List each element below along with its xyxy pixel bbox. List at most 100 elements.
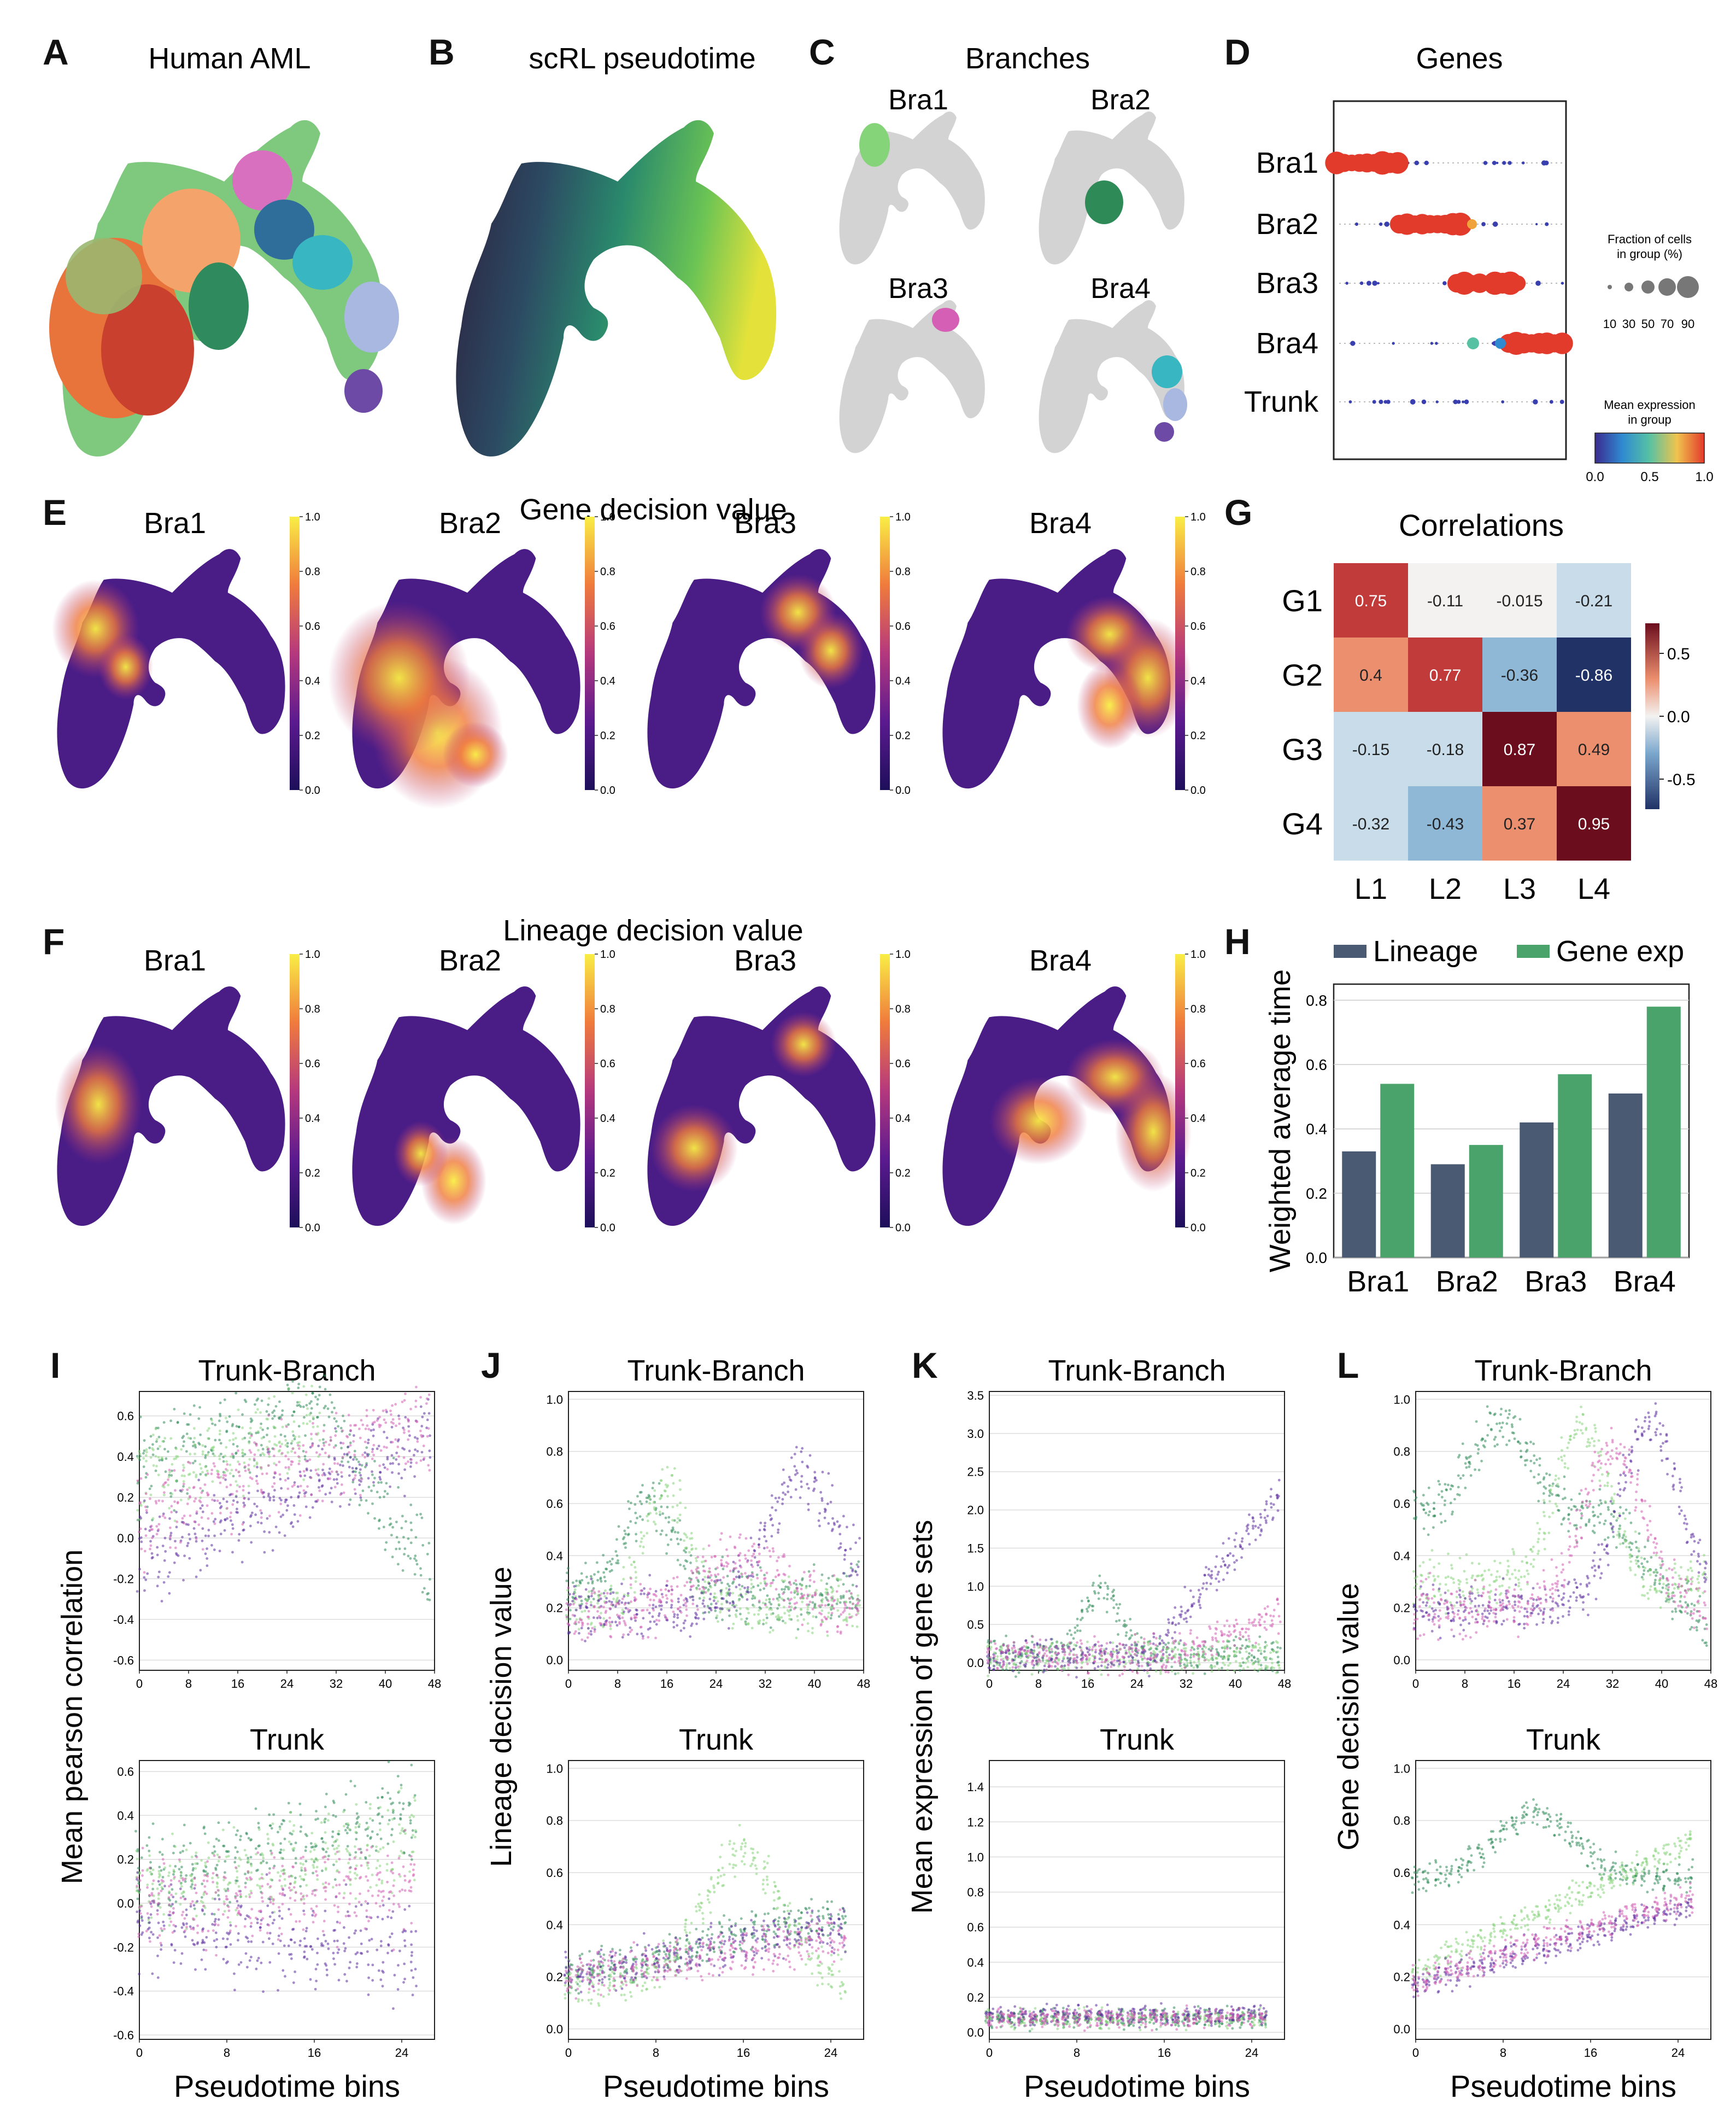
cluster-olive	[66, 238, 142, 314]
scatter-point	[326, 1974, 329, 1976]
scatter-point	[397, 1964, 400, 1967]
scatter-point	[197, 1523, 201, 1527]
scatter-point	[685, 1962, 689, 1965]
dotplot-dot	[1372, 280, 1377, 286]
scatter-point	[172, 1851, 175, 1855]
scatter-frame	[568, 1760, 864, 2040]
scatter-point	[290, 1496, 293, 1499]
scatter-point	[384, 1408, 388, 1412]
scatter-point	[409, 1504, 413, 1506]
hotspot	[55, 1044, 142, 1165]
scatter-point	[380, 1481, 383, 1484]
scatter-point	[701, 1560, 703, 1564]
scatter-point	[714, 1606, 717, 1610]
scatter-point	[370, 1938, 373, 1941]
scatter-point	[329, 1439, 332, 1442]
scatter-point	[181, 1469, 185, 1472]
scatter-point	[414, 1968, 417, 1970]
heatmap-cell-label: 0.75	[1355, 592, 1387, 610]
scatter-point	[585, 1575, 588, 1578]
scatter-point	[659, 1479, 662, 1482]
scatter-point	[787, 1485, 789, 1488]
scatter-point	[634, 1571, 637, 1574]
scatter-point	[372, 1428, 375, 1431]
scatter-point	[626, 1608, 630, 1611]
scatter-point	[388, 1818, 391, 1822]
scatter-point	[632, 1962, 635, 1966]
scatter-point	[196, 1924, 199, 1927]
scatter-point	[193, 1436, 196, 1440]
scatter-point	[805, 1586, 808, 1589]
scatter-point	[679, 1611, 683, 1614]
scatter-point	[565, 1966, 568, 1969]
scatter-point	[204, 1864, 207, 1867]
scatter-point	[408, 1449, 411, 1453]
scatter-point	[684, 1922, 687, 1926]
scatter-point	[824, 1604, 827, 1607]
scatter-point	[625, 1972, 629, 1975]
scatter-point	[344, 1793, 348, 1796]
scatter-point	[312, 1845, 315, 1849]
scatter-point	[303, 1474, 307, 1477]
scatter-point	[782, 1605, 785, 1609]
scatter-point	[781, 1498, 784, 1501]
scatter-point	[849, 1592, 853, 1595]
scatter-point	[840, 1596, 843, 1600]
scatter-point	[585, 1606, 588, 1609]
scatter-point	[667, 1589, 670, 1593]
scatter-point	[279, 1499, 283, 1502]
scatter-point	[848, 1616, 851, 1619]
colorbar-tick-label: 0.4	[600, 675, 615, 687]
scatter-point	[423, 1457, 426, 1460]
scatter-point	[426, 1598, 429, 1601]
scatter-point	[602, 1984, 606, 1987]
scatter-point	[659, 1533, 662, 1536]
scatter-point	[407, 1537, 410, 1540]
scatter-point	[679, 1969, 682, 1973]
dotplot-dot	[1453, 399, 1458, 405]
scatter-point	[167, 1476, 171, 1478]
scatter-point	[213, 1845, 216, 1848]
scatter-point	[622, 1957, 625, 1960]
scatter-point	[206, 1880, 209, 1882]
scatter-point	[138, 1909, 142, 1913]
scatter-point	[606, 1561, 609, 1564]
scatter-point	[294, 1899, 297, 1902]
panel-letter-c: C	[809, 32, 835, 72]
scatter-point	[273, 1409, 275, 1412]
scatter-point	[269, 1824, 272, 1827]
scatter-point	[700, 1975, 703, 1978]
scatter-point	[290, 1450, 293, 1453]
scatter-point	[211, 1498, 214, 1501]
scatter-point	[323, 1374, 326, 1377]
scatter-point	[668, 1941, 672, 1944]
scatter-point	[280, 1487, 283, 1490]
scatter-point	[427, 1542, 431, 1545]
scatter-point	[589, 1630, 593, 1633]
heatmap-col-label: L4	[1577, 873, 1610, 905]
scatter-point	[255, 1916, 257, 1920]
scatter-point	[136, 1508, 139, 1512]
scatter-point	[168, 1469, 171, 1472]
scatter-point	[635, 1540, 638, 1542]
scatter-point	[402, 1456, 406, 1459]
scatter-point	[666, 1966, 670, 1969]
scatter-point	[360, 1464, 363, 1467]
scatter-point	[789, 1495, 793, 1499]
scatter-point	[745, 1617, 748, 1620]
scatter-x-tick: 8	[614, 1677, 621, 1691]
scatter-point	[391, 1808, 395, 1811]
scatter-point	[609, 1592, 612, 1595]
scatter-point	[678, 1965, 681, 1968]
scatter-point	[303, 1950, 306, 1954]
scatter-point	[714, 1555, 717, 1558]
scatter-point	[149, 1861, 152, 1864]
scatter-point	[812, 1615, 815, 1618]
scatter-point	[697, 1902, 700, 1905]
scatter-point	[236, 1501, 239, 1504]
scatter-point	[643, 1587, 646, 1590]
scatter-point	[212, 1462, 215, 1465]
scatter-y-tick: 0.6	[546, 1497, 563, 1511]
scatter-point	[234, 1451, 238, 1454]
scatter-point	[218, 1856, 221, 1859]
